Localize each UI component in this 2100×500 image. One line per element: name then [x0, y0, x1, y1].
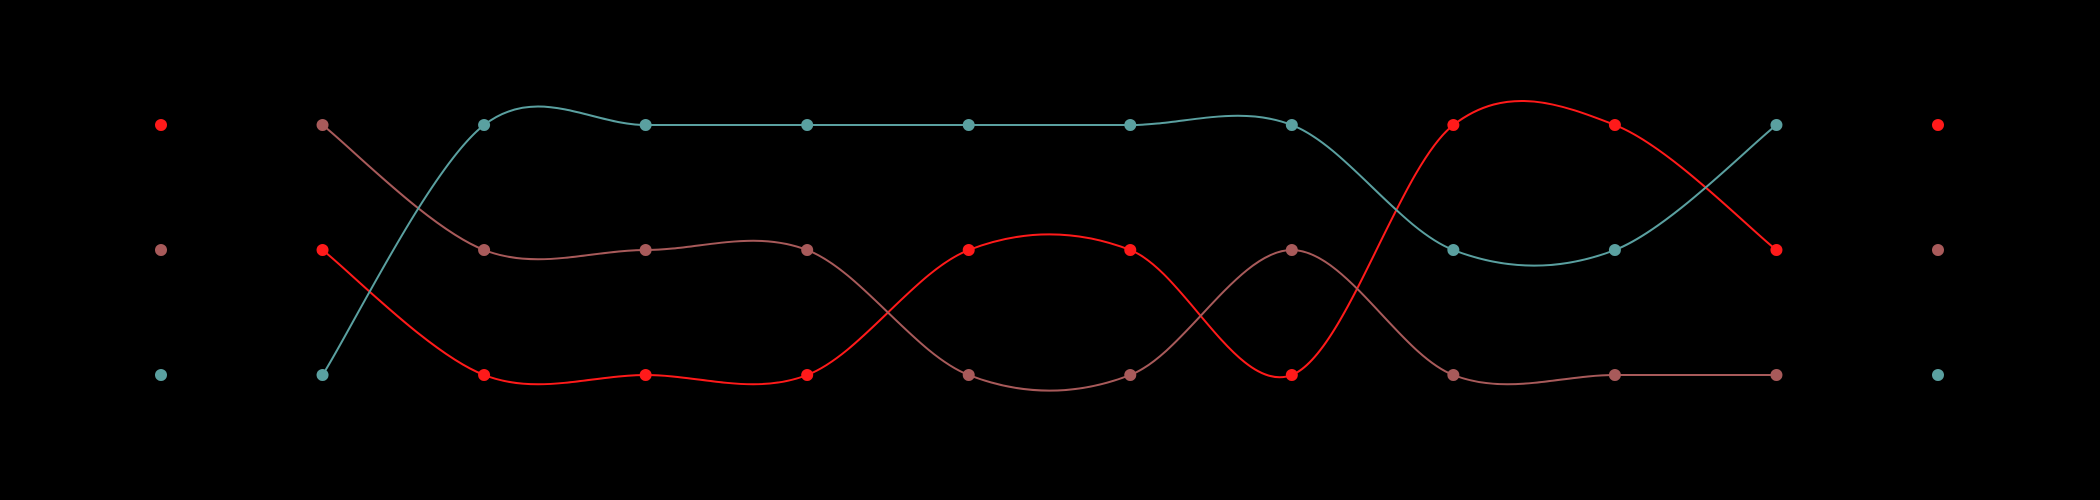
series-3-point-9 [1447, 244, 1460, 256]
series-1-point-8 [1285, 369, 1298, 381]
series-2-point-4 [639, 244, 652, 256]
series-2-point-1 [155, 244, 167, 256]
series-1-point-2 [316, 244, 329, 256]
series-1-point-10 [1608, 119, 1621, 131]
series-1-point-9 [1447, 119, 1460, 131]
series-3-point-8 [1285, 119, 1298, 131]
series-1-point-12 [1932, 119, 1944, 131]
series-1-point-11 [1770, 244, 1783, 256]
series-1-point-7 [1124, 244, 1137, 256]
series-1-point-6 [962, 244, 975, 256]
series-2-point-5 [801, 244, 814, 256]
series-line-2 [321, 124, 1777, 392]
series-2-point-12 [1932, 244, 1944, 256]
series-2-point-2 [316, 119, 329, 131]
series-2-point-3 [478, 244, 491, 256]
series-3-point-10 [1608, 244, 1621, 256]
series-2-point-10 [1608, 369, 1621, 381]
series-2-point-8 [1285, 244, 1298, 256]
series-line-3 [321, 105, 1778, 376]
series-3-point-12 [1932, 369, 1944, 381]
series-2-point-7 [1124, 369, 1137, 381]
series-3-point-11 [1770, 119, 1783, 131]
series-1-point-5 [801, 369, 814, 381]
series-line-1 [321, 99, 1778, 386]
series-3-point-5 [801, 119, 814, 131]
series-points [155, 119, 1944, 381]
series-1-point-4 [639, 369, 652, 381]
series-2-point-6 [962, 369, 975, 381]
series-3-point-2 [316, 369, 329, 381]
series-3-point-7 [1124, 119, 1137, 131]
series-2-point-11 [1770, 369, 1783, 381]
series-3-point-6 [962, 119, 975, 131]
series-3-point-4 [639, 119, 652, 131]
series-3-point-1 [155, 369, 167, 381]
series-2-point-9 [1447, 369, 1460, 381]
series-1-point-1 [155, 119, 167, 131]
series-lines [321, 99, 1778, 392]
series-3-point-3 [478, 119, 491, 131]
series-1-point-3 [478, 369, 491, 381]
